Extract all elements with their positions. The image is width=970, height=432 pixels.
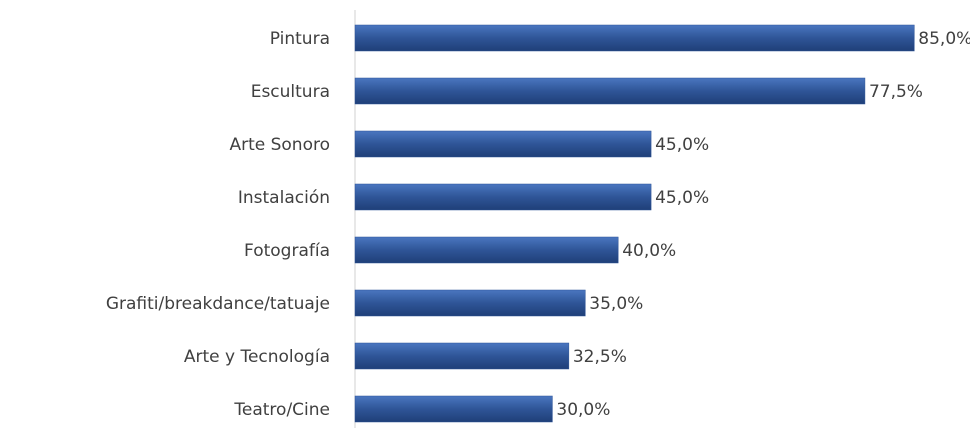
- value-label: 45,0%: [655, 188, 709, 208]
- bar: [354, 130, 652, 158]
- value-label: 40,0%: [622, 241, 676, 261]
- category-label: Grafiti/breakdance/tatuaje: [106, 294, 330, 314]
- value-label: 45,0%: [655, 135, 709, 155]
- category-label: Arte Sonoro: [229, 135, 330, 155]
- bar: [354, 77, 866, 105]
- value-label: 77,5%: [869, 82, 923, 102]
- category-label: Teatro/Cine: [233, 400, 330, 420]
- category-label: Instalación: [238, 188, 330, 208]
- bar: [354, 342, 570, 370]
- bar: [354, 289, 586, 317]
- category-label: Escultura: [251, 82, 330, 102]
- value-label: 32,5%: [573, 347, 627, 367]
- value-label: 30,0%: [556, 400, 610, 420]
- category-label: Fotografía: [244, 241, 330, 261]
- bar: [354, 24, 915, 52]
- bar: [354, 395, 553, 423]
- bar: [354, 236, 619, 264]
- bar: [354, 183, 652, 211]
- category-label: Arte y Tecnología: [184, 347, 330, 367]
- category-label: Pintura: [270, 29, 330, 49]
- value-label: 35,0%: [589, 294, 643, 314]
- value-label: 85,0%: [918, 29, 970, 49]
